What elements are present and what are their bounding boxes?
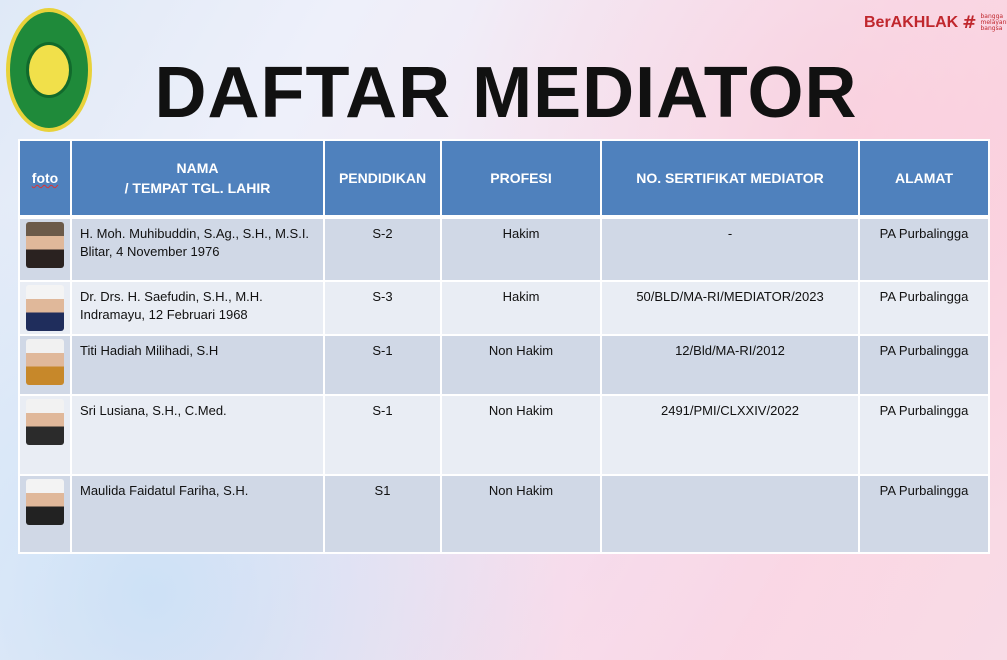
- pendidikan-cell: S-1: [323, 394, 442, 476]
- alamat-cell: PA Purbalingga: [858, 334, 990, 396]
- photo-cell: [18, 394, 72, 476]
- hash-icon: #: [962, 13, 977, 33]
- photo-cell: [18, 216, 72, 282]
- alamat-cell: PA Purbalingga: [858, 216, 990, 282]
- sertifikat-cell: 2491/PMI/CLXXIV/2022: [600, 394, 860, 476]
- berakhlak-logo: BerAKHLAK # bangga melayani bangsa: [864, 13, 1007, 33]
- photo-cell: [18, 280, 72, 336]
- profesi-cell: Non Hakim: [440, 394, 602, 476]
- mediator-photo: [26, 399, 64, 445]
- pendidikan-cell: S1: [323, 474, 442, 554]
- header-alamat: ALAMAT: [858, 139, 990, 219]
- mediator-photo: [26, 222, 64, 268]
- sertifikat-cell: [600, 474, 860, 554]
- table-row: Sri Lusiana, S.H., C.Med. S-1 Non Hakim …: [18, 394, 990, 476]
- header-pendidikan: PENDIDIKAN: [323, 139, 442, 219]
- alamat-cell: PA Purbalingga: [858, 280, 990, 336]
- profesi-cell: Non Hakim: [440, 334, 602, 396]
- court-logo: [6, 8, 92, 132]
- photo-cell: [18, 474, 72, 554]
- page-title: DAFTAR MEDIATOR: [154, 53, 858, 133]
- pendidikan-cell: S-3: [323, 280, 442, 336]
- sertifikat-cell: 12/Bld/MA-RI/2012: [600, 334, 860, 396]
- mediator-table: foto NAMA / TEMPAT TGL. LAHIR PENDIDIKAN …: [18, 139, 990, 554]
- mediator-photo: [26, 285, 64, 331]
- header-nama: NAMA / TEMPAT TGL. LAHIR: [70, 139, 325, 219]
- pendidikan-cell: S-2: [323, 216, 442, 282]
- name-cell: Titi Hadiah Milihadi, S.H: [70, 334, 325, 396]
- mediator-photo: [26, 339, 64, 385]
- name-cell: Dr. Drs. H. Saefudin, S.H., M.H. Indramay…: [70, 280, 325, 336]
- header-sertifikat: NO. SERTIFIKAT MEDIATOR: [600, 139, 860, 219]
- table-row: Maulida Faidatul Fariha, S.H. S1 Non Hak…: [18, 474, 990, 554]
- name-cell: Sri Lusiana, S.H., C.Med.: [70, 394, 325, 476]
- profesi-cell: Non Hakim: [440, 474, 602, 554]
- profesi-cell: Hakim: [440, 280, 602, 336]
- table-row: Titi Hadiah Milihadi, S.H S-1 Non Hakim …: [18, 334, 990, 396]
- mediator-photo: [26, 479, 64, 525]
- name-cell: Maulida Faidatul Fariha, S.H.: [70, 474, 325, 554]
- header-foto: foto: [18, 139, 72, 219]
- pendidikan-cell: S-1: [323, 334, 442, 396]
- sertifikat-cell: -: [600, 216, 860, 282]
- name-cell: H. Moh. Muhibuddin, S.Ag., S.H., M.S.I. B…: [70, 216, 325, 282]
- table-row: Dr. Drs. H. Saefudin, S.H., M.H. Indramay…: [18, 280, 990, 336]
- alamat-cell: PA Purbalingga: [858, 394, 990, 476]
- alamat-cell: PA Purbalingga: [858, 474, 990, 554]
- photo-cell: [18, 334, 72, 396]
- profesi-cell: Hakim: [440, 216, 602, 282]
- table-row: H. Moh. Muhibuddin, S.Ag., S.H., M.S.I. B…: [18, 216, 990, 282]
- sertifikat-cell: 50/BLD/MA-RI/MEDIATOR/2023: [600, 280, 860, 336]
- header-profesi: PROFESI: [440, 139, 602, 219]
